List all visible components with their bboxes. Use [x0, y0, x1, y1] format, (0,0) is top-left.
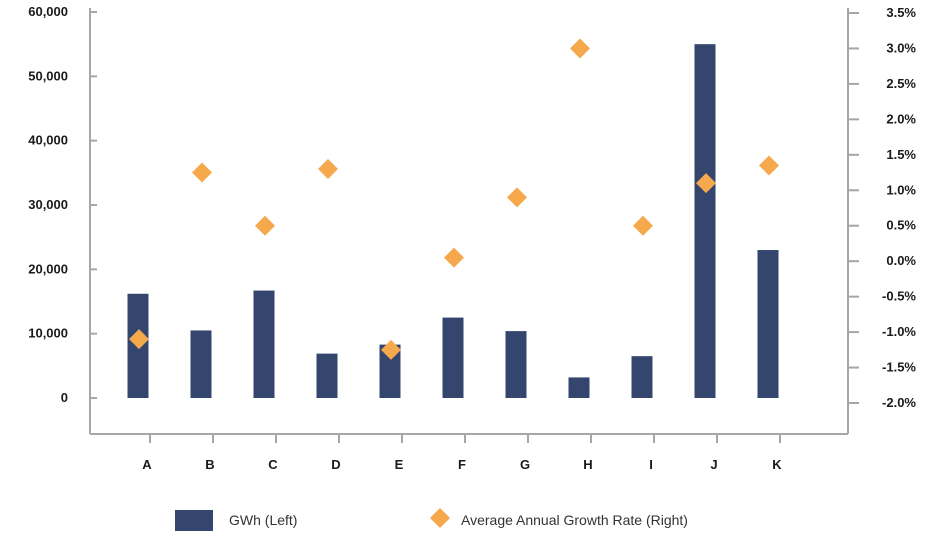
- x-axis-tick-label: G: [520, 457, 530, 472]
- right-axis-tick-label: 1.0%: [886, 182, 916, 197]
- bar-series: [127, 44, 779, 399]
- x-axis-tick-label: C: [268, 457, 278, 472]
- x-axis-tick-label: J: [710, 457, 717, 472]
- legend: GWh (Left) Average Annual Growth Rate (Ri…: [175, 508, 688, 531]
- bar: [379, 344, 401, 398]
- bar: [190, 330, 212, 398]
- growth-rate-marker: [696, 173, 716, 194]
- legend-swatch-growth: [430, 508, 450, 528]
- bar: [316, 353, 338, 398]
- right-axis-tick-label: -1.5%: [882, 360, 916, 375]
- right-axis-tick-label: 3.0%: [886, 40, 916, 55]
- legend-swatch-gwh: [175, 510, 213, 531]
- x-axis-tick-label: I: [649, 457, 653, 472]
- x-axis-tick-label: B: [205, 457, 214, 472]
- bar: [568, 377, 590, 398]
- growth-rate-series: [129, 38, 779, 360]
- bar: [253, 290, 275, 398]
- legend-label-growth: Average Annual Growth Rate (Right): [461, 512, 688, 528]
- right-axis-tick-label: -0.5%: [882, 289, 916, 304]
- left-axis-tick-label: 50,000: [28, 68, 68, 83]
- left-axis-tick-label: 60,000: [28, 4, 68, 19]
- x-axis-tick-label: H: [583, 457, 592, 472]
- bar: [757, 250, 779, 398]
- right-axis-tick-label: 2.5%: [886, 76, 916, 91]
- axes: 0 10,000 20,000 30,000 40,000 50,000 60,000 -2.…: [28, 4, 916, 472]
- left-axis-tick-label: 0: [61, 390, 68, 405]
- left-axis-tick-label: 30,000: [28, 197, 68, 212]
- left-axis-tick-label: 20,000: [28, 261, 68, 276]
- x-axis-tick-label: A: [142, 457, 152, 472]
- left-axis-tick-label: 10,000: [28, 326, 68, 341]
- right-axis-tick-label: 0.5%: [886, 218, 916, 233]
- bar: [694, 44, 716, 399]
- x-axis-tick-label: E: [395, 457, 404, 472]
- x-axis-tick-label: K: [772, 457, 782, 472]
- right-axis-tick-label: 1.5%: [886, 147, 916, 162]
- growth-rate-marker: [318, 159, 338, 179]
- bar: [631, 356, 653, 398]
- legend-label-gwh: GWh (Left): [229, 512, 297, 528]
- right-axis-tick-label: 2.0%: [886, 111, 916, 126]
- bar: [442, 317, 464, 398]
- left-axis-tick-label: 40,000: [28, 133, 68, 148]
- growth-rate-marker: [444, 247, 464, 268]
- growth-rate-marker: [570, 38, 590, 59]
- growth-rate-marker: [129, 329, 149, 350]
- right-axis-tick-label: -1.0%: [882, 324, 916, 339]
- growth-rate-marker: [633, 215, 653, 236]
- growth-rate-marker: [381, 339, 401, 360]
- growth-rate-marker: [507, 187, 527, 208]
- growth-rate-marker: [192, 162, 212, 183]
- bar: [505, 331, 527, 398]
- growth-rate-marker: [759, 155, 779, 176]
- x-axis-tick-label: D: [331, 457, 340, 472]
- right-axis-tick-label: 3.5%: [886, 5, 916, 20]
- right-axis-tick-label: 0.0%: [886, 253, 916, 268]
- x-axis-tick-label: F: [458, 457, 466, 472]
- right-axis-tick-label: -2.0%: [882, 395, 916, 410]
- growth-rate-marker: [255, 215, 275, 236]
